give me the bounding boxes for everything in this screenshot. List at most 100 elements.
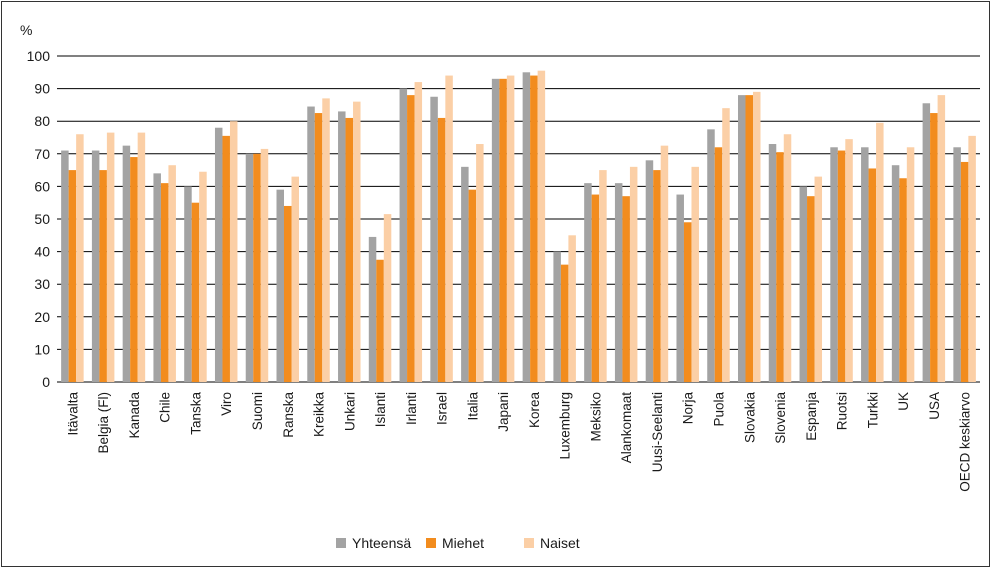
category-label: Slovakia [742,392,757,444]
y-tick-label: 20 [34,309,50,325]
legend-swatch [524,538,534,548]
category-label: UK [896,392,911,411]
bar [160,183,169,382]
category-label: Korea [527,392,542,429]
bar [68,170,77,382]
bar [560,264,569,382]
category-label: Luxemburg [558,392,573,460]
bar [184,186,192,382]
bar [868,168,877,382]
y-tick-label: 0 [42,374,50,390]
category-labels: Itävalta Belgia (Fl) Kanada Chile Tanska Viro… [65,392,972,492]
bar [137,132,146,382]
bar [191,202,200,382]
bar [953,147,961,382]
bar [745,95,753,383]
y-tick-label: 80 [34,113,50,129]
category-label: Puola [711,392,726,427]
bar [584,183,592,382]
category-label: Viro [219,392,234,416]
bar [922,103,931,383]
bar [291,176,299,382]
bar [383,214,392,382]
bar [930,113,938,383]
y-tick-label: 10 [34,341,50,357]
bar [837,150,846,382]
bar [799,186,808,382]
bar [738,95,746,383]
bar [376,259,384,382]
category-label: Slovenia [773,392,788,444]
bar [91,150,100,382]
bar [660,145,669,382]
bar [314,113,323,383]
y-tick-label: 30 [34,276,50,292]
bar [430,96,438,382]
category-label: Turkki [865,392,880,428]
category-label: Italia [465,392,480,421]
y-tick-label: 100 [27,48,51,64]
bar [122,145,131,382]
bar [553,251,561,382]
bar [683,222,692,382]
category-label: Kreikka [312,392,327,438]
category-label: Ruotsi [835,392,850,430]
y-tick-label: 40 [34,244,50,260]
bar [214,127,223,382]
bar [199,171,207,382]
bar [476,144,484,382]
y-tick-label: 90 [34,81,50,97]
bar [937,95,946,383]
bar [368,236,377,382]
bar [153,173,161,382]
legend-label: Miehet [442,535,484,551]
bar-series [61,70,976,383]
bar [906,147,915,382]
category-label: Kanada [127,392,142,439]
bar [437,117,446,382]
category-label: OECD keskiarvo [958,392,973,492]
bar [645,160,654,382]
bar [307,106,315,382]
bar [753,91,761,383]
bar [968,135,976,382]
bar [522,72,531,383]
bar [284,205,292,382]
bar [99,170,107,382]
bar [714,147,723,382]
bar [468,189,477,382]
category-label: Israel [435,392,450,425]
y-tick-label: 60 [34,178,50,194]
bar [407,95,415,383]
category-label: Islanti [373,392,388,427]
category-label: Alankomaat [619,392,634,464]
bar [168,165,176,382]
bar [807,196,815,382]
legend-label: Yhteensä [352,535,411,551]
bar [676,194,684,382]
bar [229,121,238,382]
bar [722,108,730,382]
legend-swatch [336,538,346,548]
bar [876,122,884,382]
bar [106,132,115,382]
bar [506,75,515,382]
bar [622,196,630,382]
legend: Yhteensä Miehet Naiset [336,535,580,551]
bar [222,135,230,382]
bar [537,70,546,383]
category-label: Espanja [804,392,819,441]
bar [830,147,838,382]
category-label: Suomi [250,392,265,430]
category-label: Ranska [281,392,296,438]
bar [130,157,138,382]
bar [399,88,408,382]
bar [491,78,500,382]
bar [338,111,346,383]
gridlines [57,55,980,383]
category-label: Japani [496,392,511,432]
category-label: Uusi-Seelanti [650,392,665,472]
category-label: Itävalta [65,392,80,436]
bar [776,152,784,382]
